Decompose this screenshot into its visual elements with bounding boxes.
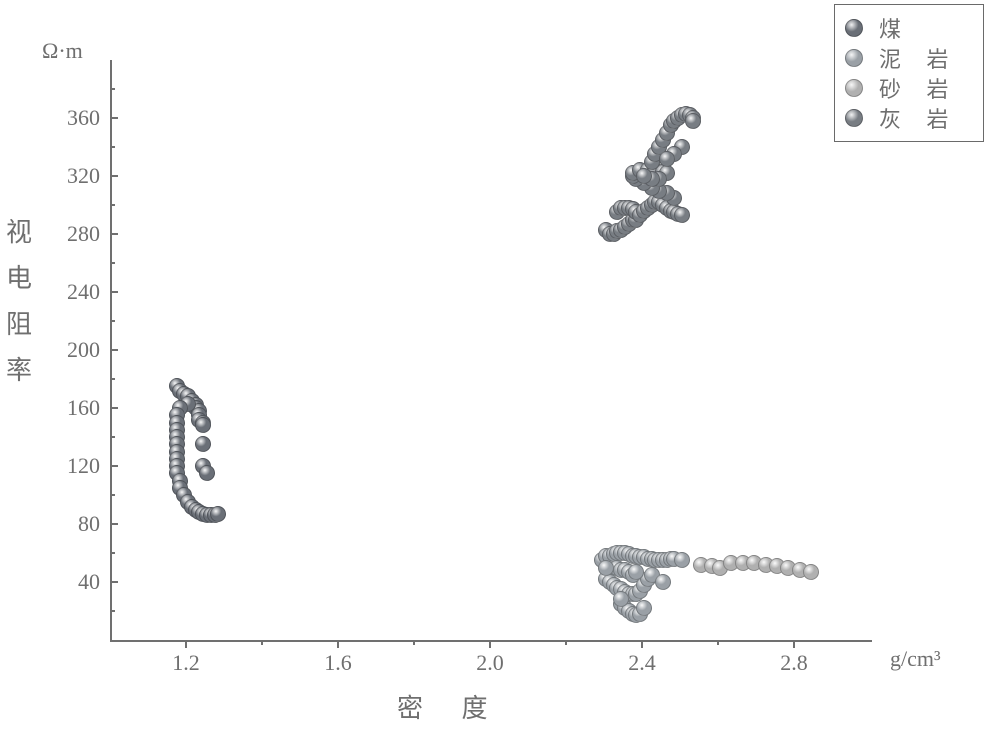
x-tick-label: 2.8 bbox=[769, 650, 819, 676]
legend-item: 灰 岩 bbox=[845, 103, 973, 133]
y-tick-mark bbox=[110, 349, 118, 351]
y-tick-label: 320 bbox=[50, 163, 100, 189]
data-point bbox=[655, 574, 671, 590]
x-tick-mark bbox=[337, 640, 339, 648]
x-axis-title: 密 度 bbox=[397, 688, 504, 725]
y-tick-mark bbox=[110, 407, 118, 409]
y-minor-tick bbox=[110, 146, 115, 148]
scatter-chart: Ω·m g/cm³ 视电阻率 密 度 40 80 120 160 200 240 280 32… bbox=[0, 0, 1000, 733]
x-tick-label: 1.6 bbox=[313, 650, 363, 676]
y-minor-tick bbox=[110, 610, 115, 612]
x-tick-mark bbox=[489, 640, 491, 648]
legend-label: 煤 bbox=[879, 12, 911, 44]
y-minor-tick bbox=[110, 88, 115, 90]
legend-item: 泥 岩 bbox=[845, 43, 973, 73]
legend-label: 灰 岩 bbox=[879, 102, 959, 134]
legend-label: 砂 岩 bbox=[879, 72, 959, 104]
y-tick-mark bbox=[110, 581, 118, 583]
legend-marker-icon bbox=[845, 49, 863, 67]
data-point bbox=[636, 600, 652, 616]
y-tick-label: 360 bbox=[50, 105, 100, 131]
data-point bbox=[685, 113, 701, 129]
y-minor-tick bbox=[110, 320, 115, 322]
data-point bbox=[598, 560, 614, 576]
y-axis-unit: Ω·m bbox=[42, 38, 83, 64]
x-minor-tick bbox=[261, 640, 263, 645]
data-point bbox=[803, 564, 819, 580]
legend-marker-icon bbox=[845, 79, 863, 97]
x-minor-tick bbox=[565, 640, 567, 645]
y-tick-label: 80 bbox=[50, 511, 100, 537]
x-axis-unit: g/cm³ bbox=[890, 646, 941, 672]
x-tick-mark bbox=[793, 640, 795, 648]
y-tick-mark bbox=[110, 523, 118, 525]
x-minor-tick bbox=[717, 640, 719, 645]
y-axis-title: 视电阻率 bbox=[4, 210, 34, 394]
y-minor-tick bbox=[110, 204, 115, 206]
data-point bbox=[628, 564, 644, 580]
x-tick-label: 2.0 bbox=[465, 650, 515, 676]
y-tick-label: 240 bbox=[50, 279, 100, 305]
data-point bbox=[195, 436, 211, 452]
x-tick-mark bbox=[641, 640, 643, 648]
y-tick-label: 200 bbox=[50, 337, 100, 363]
x-tick-mark bbox=[185, 640, 187, 648]
y-tick-mark bbox=[110, 233, 118, 235]
data-point bbox=[195, 417, 211, 433]
legend-marker-icon bbox=[845, 19, 863, 37]
legend-item: 煤 bbox=[845, 13, 973, 43]
y-tick-label: 160 bbox=[50, 395, 100, 421]
y-minor-tick bbox=[110, 552, 115, 554]
data-point bbox=[636, 168, 652, 184]
data-point bbox=[674, 207, 690, 223]
legend-marker-icon bbox=[845, 109, 863, 127]
data-point bbox=[199, 465, 215, 481]
y-tick-label: 120 bbox=[50, 453, 100, 479]
y-minor-tick bbox=[110, 378, 115, 380]
y-minor-tick bbox=[110, 262, 115, 264]
x-tick-label: 2.4 bbox=[617, 650, 667, 676]
legend-item: 砂 岩 bbox=[845, 73, 973, 103]
plot-area bbox=[110, 60, 872, 642]
y-minor-tick bbox=[110, 436, 115, 438]
data-point bbox=[674, 552, 690, 568]
legend: 煤泥 岩砂 岩灰 岩 bbox=[834, 4, 984, 142]
y-tick-mark bbox=[110, 291, 118, 293]
y-tick-mark bbox=[110, 117, 118, 119]
data-point bbox=[210, 506, 226, 522]
y-minor-tick bbox=[110, 494, 115, 496]
data-point bbox=[613, 591, 629, 607]
data-point bbox=[659, 151, 675, 167]
x-tick-label: 1.2 bbox=[161, 650, 211, 676]
y-tick-label: 40 bbox=[50, 569, 100, 595]
x-minor-tick bbox=[413, 640, 415, 645]
y-tick-mark bbox=[110, 465, 118, 467]
legend-label: 泥 岩 bbox=[879, 42, 959, 74]
y-tick-label: 280 bbox=[50, 221, 100, 247]
y-tick-mark bbox=[110, 175, 118, 177]
